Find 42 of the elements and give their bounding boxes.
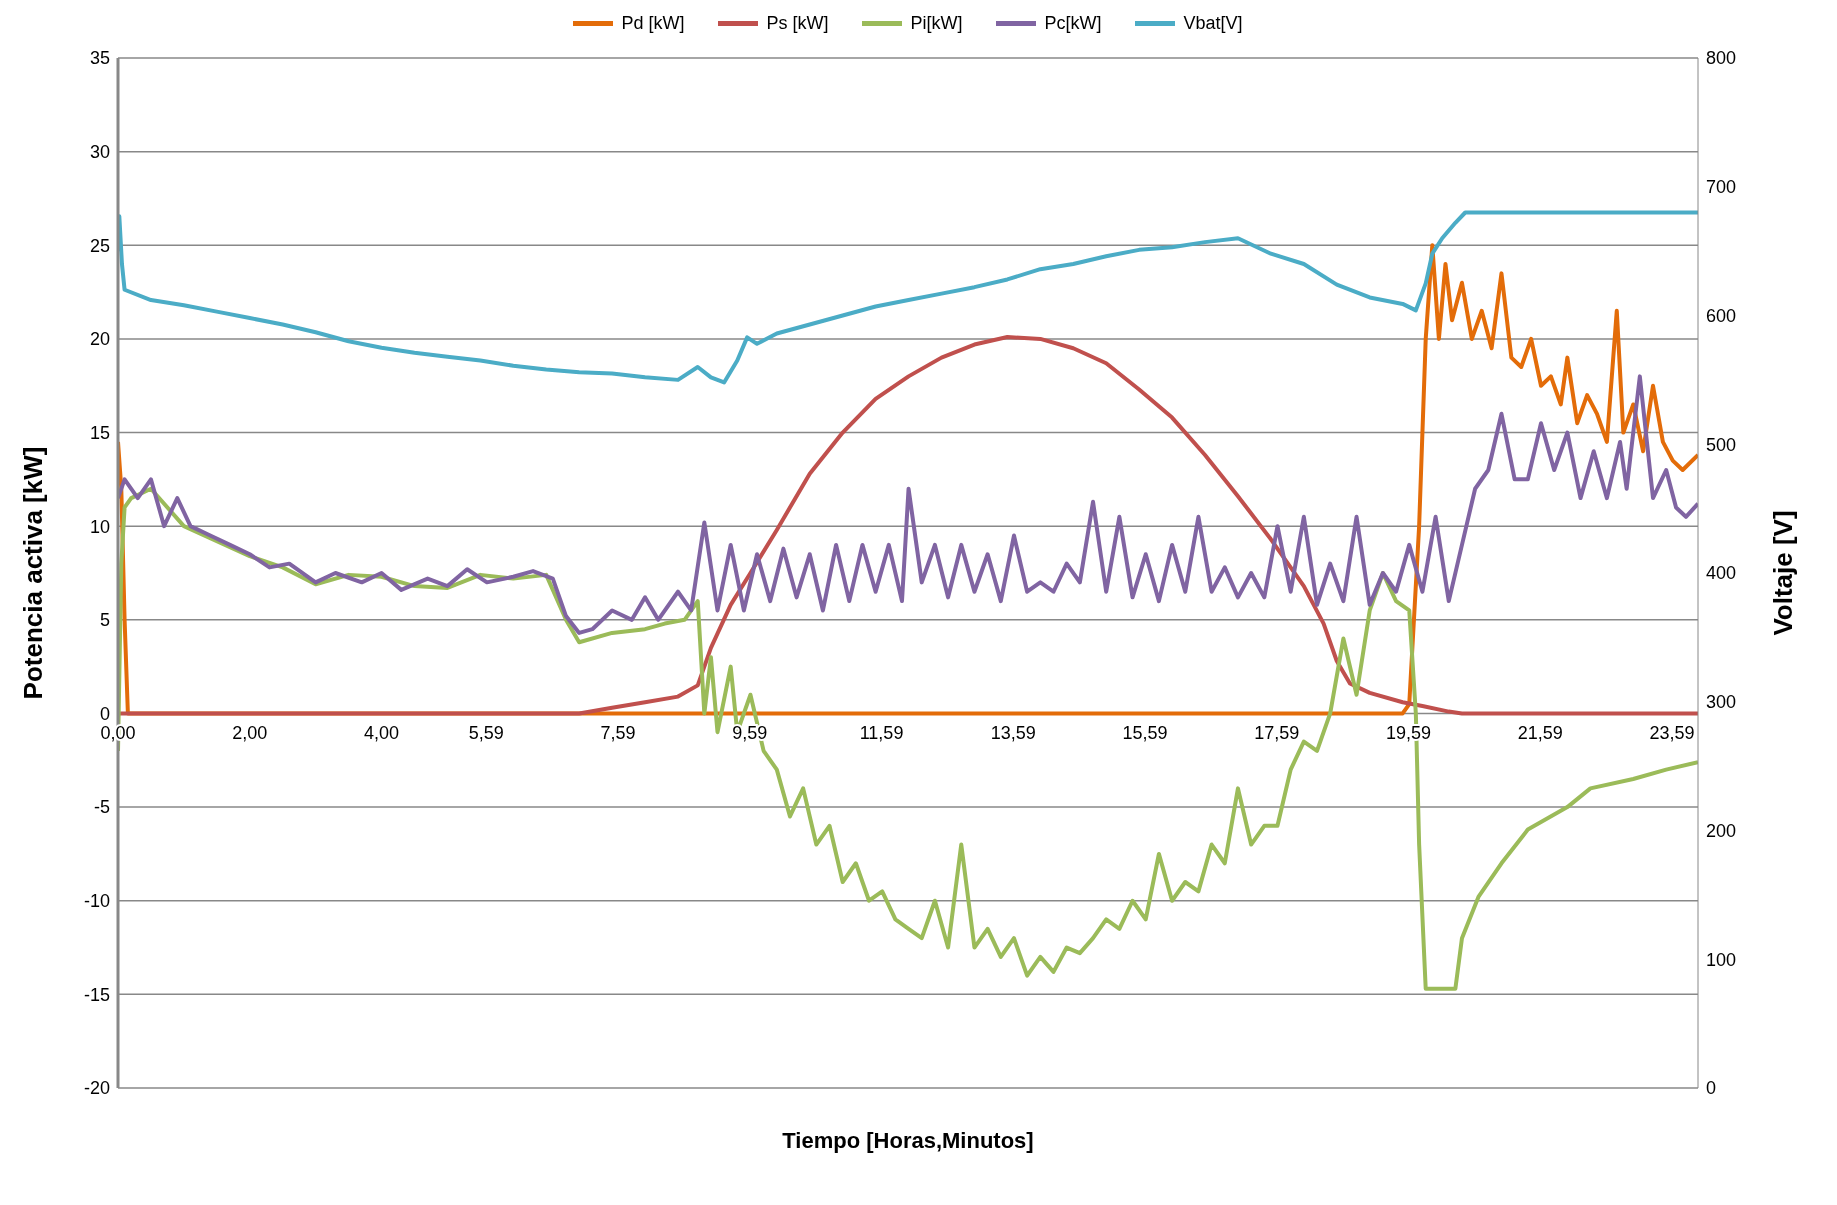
y-tick-label: 30: [89, 142, 110, 163]
x-tick-label: 17,59: [1254, 723, 1300, 744]
line-series: [118, 374, 1698, 635]
x-tick-label: 21,59: [1517, 723, 1563, 744]
x-axis-title: Tiempo [Horas,Minutos]: [782, 1128, 1034, 1153]
line-series: [118, 210, 1698, 385]
x-tick-label: 7,59: [600, 723, 636, 744]
x-tick-label: 5,59: [468, 723, 504, 744]
y2-tick-label: 300: [1706, 692, 1737, 713]
legend-label: Pi[kW]: [910, 12, 963, 34]
y-tick-label: -15: [83, 984, 110, 1005]
line-series: [118, 335, 1698, 716]
legend-label: Vbat[V]: [1183, 12, 1243, 34]
x-tick-label: 15,59: [1122, 723, 1168, 744]
y-tick-label: -20: [83, 1078, 110, 1099]
x-tick-label: 11,59: [859, 723, 904, 744]
y-tick-label: -5: [93, 797, 110, 818]
y-tick-label: 20: [89, 329, 110, 350]
x-tick-label: 4,00: [364, 723, 400, 744]
y2-tick-label: 400: [1706, 563, 1737, 584]
x-tick-label: 23,59: [1649, 723, 1695, 744]
y2-tick-label: 100: [1706, 949, 1737, 970]
y-tick-label: -10: [83, 891, 110, 912]
x-tick-label: 13,59: [990, 723, 1036, 744]
y-tick-label: 0: [99, 703, 110, 724]
y-tick-label: 10: [89, 516, 110, 537]
y-axis-title: Potencia activa [kW]: [18, 446, 49, 700]
y2-tick-label: 0: [1706, 1078, 1717, 1099]
y2-axis-title: Voltaje [V]: [1768, 510, 1799, 636]
y2-tick-label: 800: [1706, 48, 1737, 69]
x-tick-label: 2,00: [232, 723, 268, 744]
y-tick-label: 35: [89, 48, 110, 69]
y2-tick-label: 600: [1706, 305, 1737, 326]
legend-label: Pd [kW]: [621, 12, 685, 34]
legend-label: Ps [kW]: [766, 12, 829, 34]
y-tick-label: 25: [89, 235, 110, 256]
y-tick-label: 15: [89, 422, 110, 443]
y-tick-label: 5: [99, 610, 110, 631]
y2-tick-label: 500: [1706, 434, 1737, 455]
y2-tick-label: 200: [1706, 820, 1737, 841]
legend-label: Pc[kW]: [1044, 12, 1102, 34]
y2-tick-label: 700: [1706, 177, 1737, 198]
